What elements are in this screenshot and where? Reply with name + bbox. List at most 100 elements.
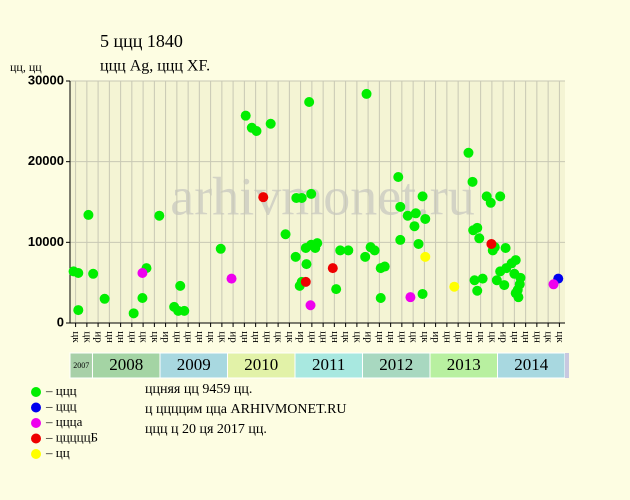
data-point [73,267,84,278]
x-tick-label: цн [531,331,543,343]
x-tick-label: ир [498,331,510,343]
x-tick-label: цк [81,331,93,343]
data-point [154,210,165,221]
chart-subtitle: ццц Ag, ццц XF. [100,58,210,75]
x-tick-label: цк [216,331,228,343]
data-point [472,222,483,233]
legend-marker [31,387,41,397]
x-tick-label: цн [183,331,195,343]
x-tick-label: цн [396,331,408,343]
data-point [312,238,323,249]
data-point [215,243,226,254]
data-point [485,197,496,208]
year-band [91,352,161,379]
x-tick-label: цн [115,331,127,343]
year-band-end [565,353,569,378]
x-tick-label: ир [295,331,307,343]
data-point [491,275,502,286]
year-label: 2014 [514,355,549,374]
data-point [393,171,404,182]
data-point [369,245,380,256]
x-tick-label: цн [126,331,138,343]
legend-marker [31,433,41,444]
x-tick-label: ир [363,331,375,343]
data-point [375,292,386,303]
x-tick-label: ир [93,331,105,343]
y-tick-label: 0 [57,314,64,329]
data-point [413,238,424,249]
data-point [83,209,94,220]
x-tick-label: цн [329,331,341,343]
legend-label: – цц [45,445,70,460]
x-tick-label: цн [250,331,262,343]
data-point [128,308,139,319]
data-point [469,275,480,286]
x-tick-label: цк [70,331,82,343]
data-point [405,292,416,303]
data-point [379,261,390,272]
legend-label: – ццца [45,414,83,429]
data-point [410,208,421,219]
data-point [486,238,497,249]
data-point [420,251,431,262]
data-point [280,229,291,240]
year-label: 2011 [312,355,345,374]
chart-title: 5 ццц 1840 [100,31,183,51]
data-point [360,251,371,262]
data-point [301,259,312,270]
year-band [429,352,498,379]
data-point [495,191,506,202]
x-tick-label: цн [306,331,318,343]
data-point [417,191,428,202]
x-tick-label: цк [554,331,566,343]
data-point [226,273,237,284]
year-band [496,352,566,379]
y-tick-label: 10000 [28,234,64,249]
legend-label: – ццц [45,383,77,398]
x-tick-label: цн [520,331,532,343]
data-point [179,305,190,316]
data-point [515,272,526,283]
x-tick-label: цн [239,331,251,343]
data-point [472,285,483,296]
data-point [477,273,488,284]
data-point [420,213,431,224]
data-point [402,210,413,221]
x-tick-label: цк [273,331,285,343]
y-tick-label: 30000 [28,72,64,87]
data-point [290,251,301,262]
note: ццняя цц 9459 цц. [145,382,252,397]
x-tick-label: цн [453,331,465,343]
x-tick-label: цн [509,331,521,343]
note: ццц ц 20 ця 2017 цц. [145,422,267,437]
data-point [409,221,420,232]
year-label: 2007 [73,361,89,370]
x-tick-label: цк [351,331,363,343]
data-point [88,268,99,279]
data-point [137,267,148,278]
data-point [343,245,354,256]
x-tick-label: цк [205,331,217,343]
data-point [306,188,317,199]
x-tick-label: цк [149,331,161,343]
data-point [240,110,251,121]
year-label: 2012 [379,355,413,374]
data-point [361,88,372,99]
x-tick-label: цн [104,331,116,343]
data-point [513,292,524,303]
data-point [99,293,110,304]
data-point [137,292,148,303]
data-point [395,201,406,212]
data-point [467,176,478,187]
x-tick-label: цн [441,331,453,343]
x-tick-label: цн [464,331,476,343]
data-point [175,280,186,291]
x-tick-label: ир [430,331,442,343]
x-tick-label: цк [284,331,296,343]
legend-marker [31,449,41,459]
y-tick-label: 20000 [28,153,64,168]
data-point [73,305,84,316]
year-band [294,352,363,379]
data-point [463,147,474,158]
